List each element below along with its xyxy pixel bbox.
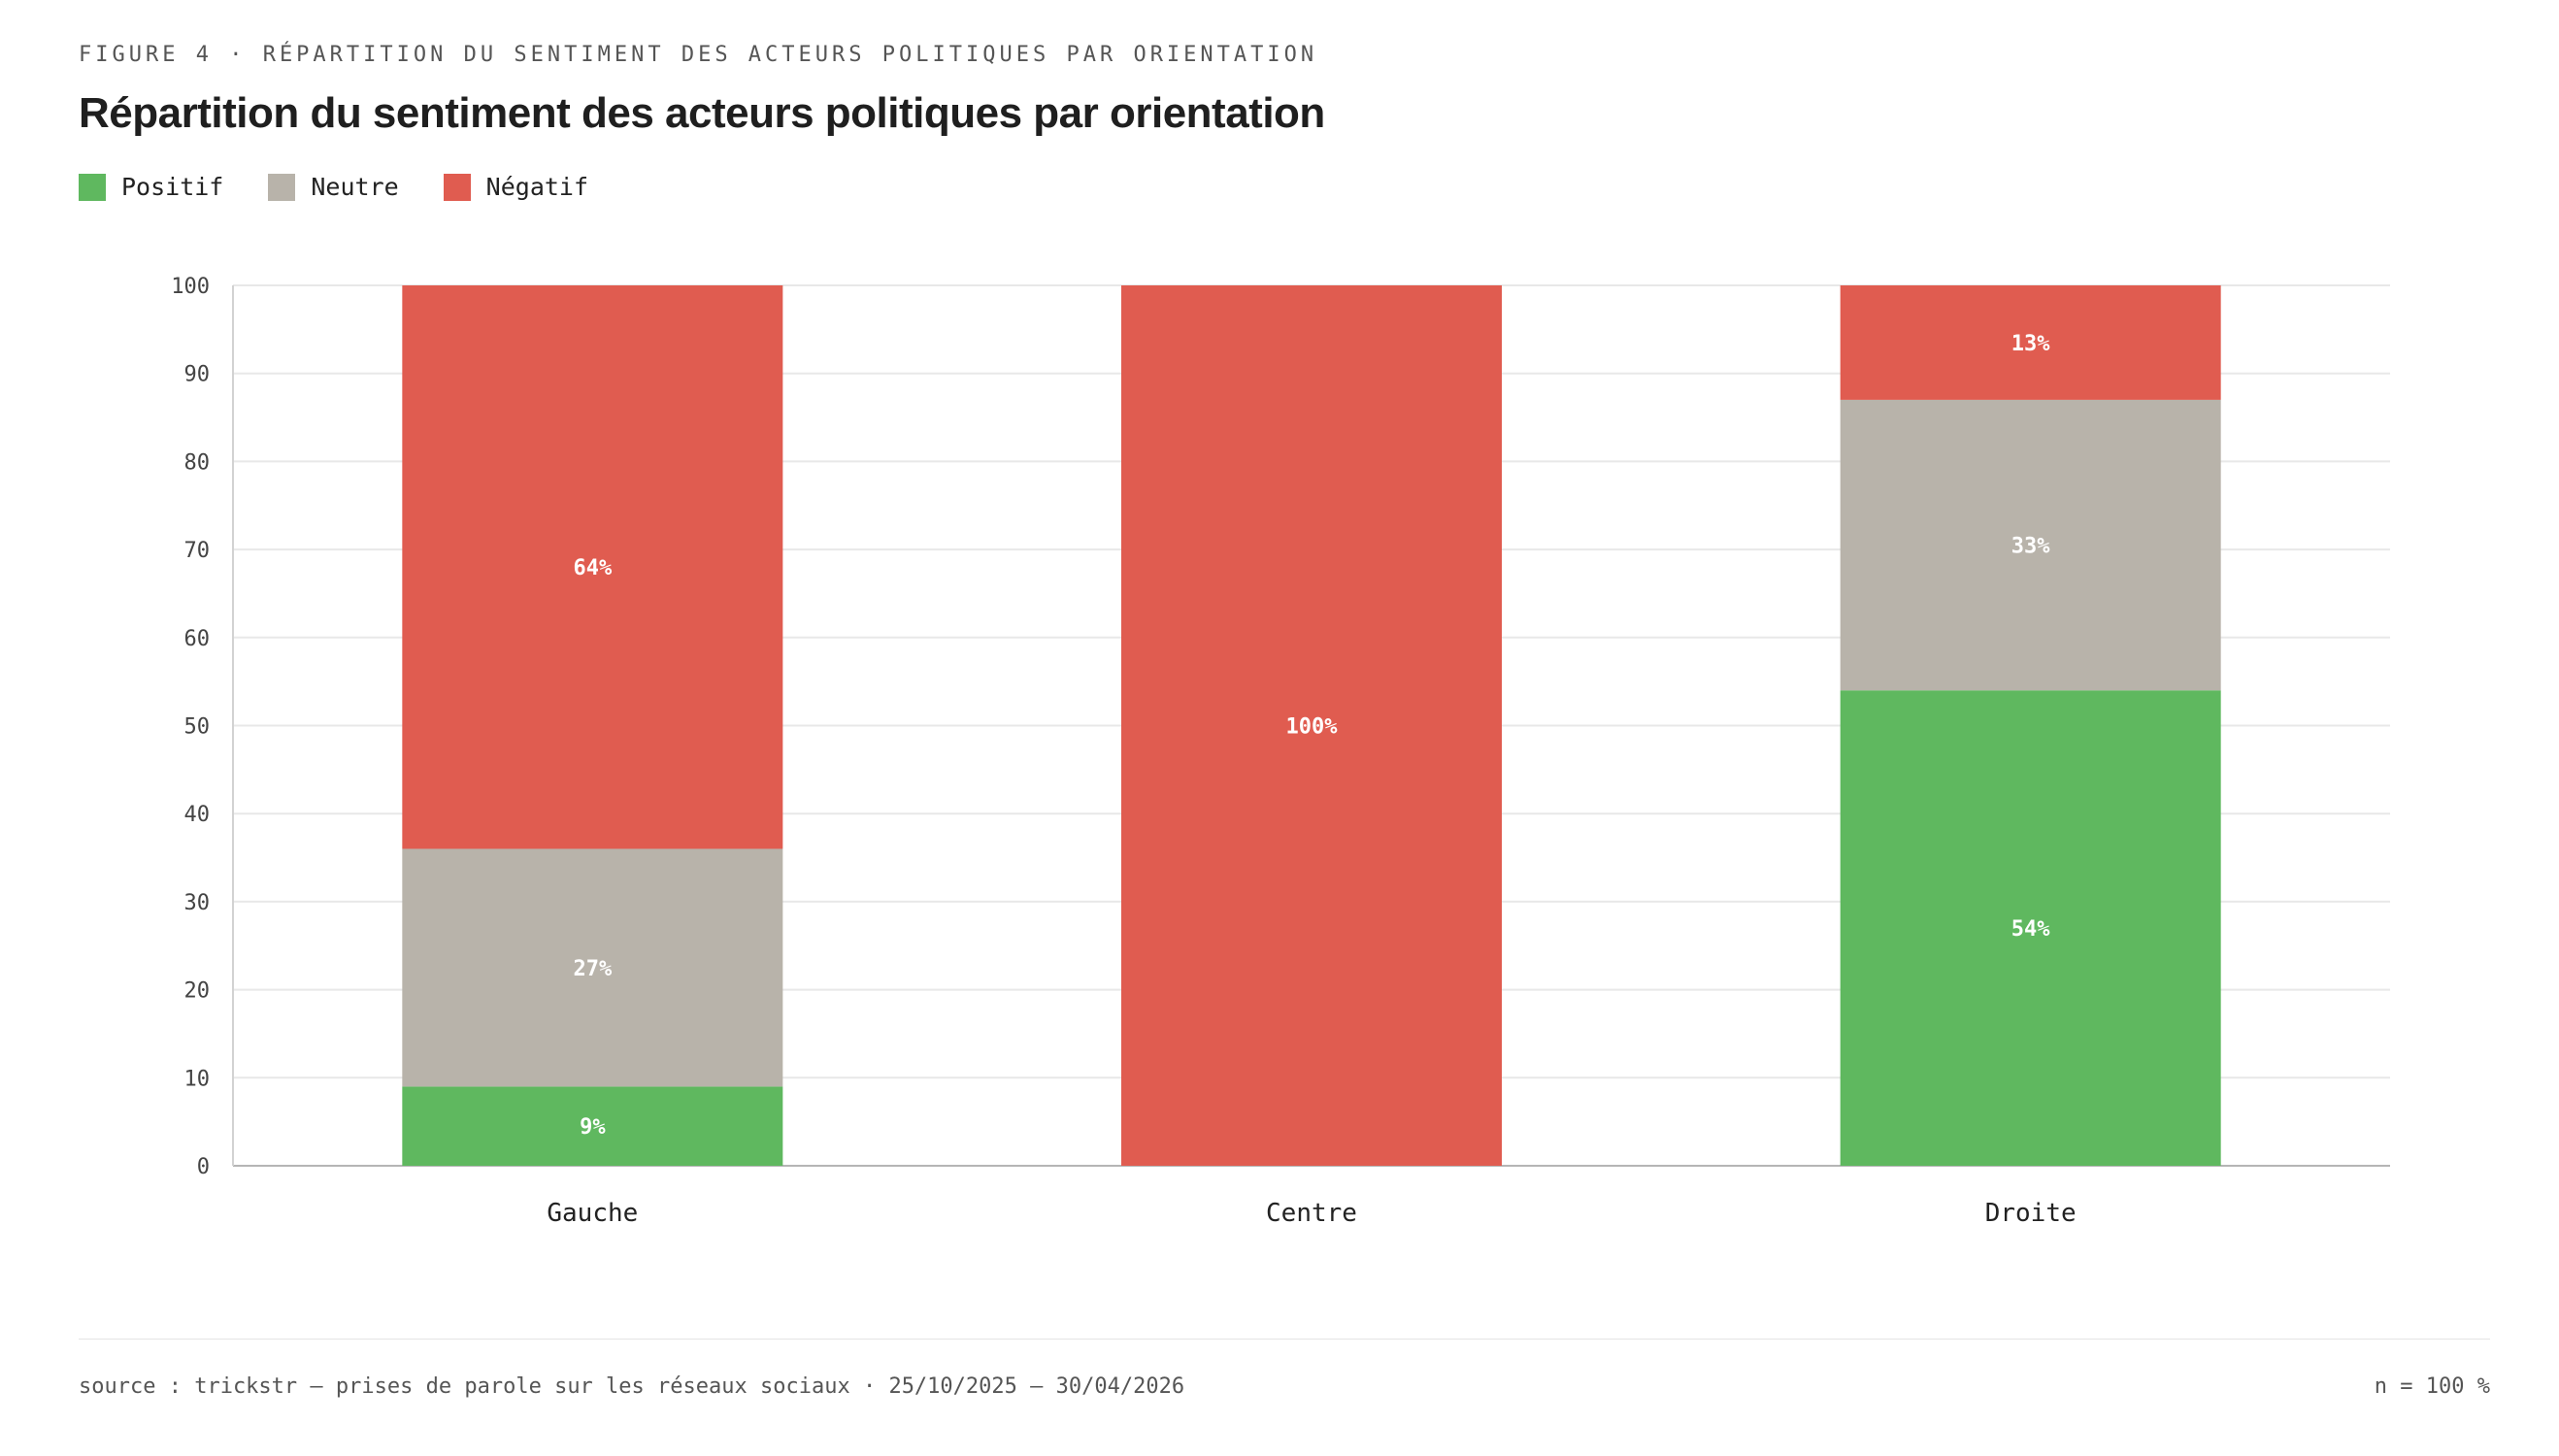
bar-segment-droite-positif — [1840, 690, 2221, 1166]
bar-segment-droite-neutre — [1840, 399, 2221, 691]
legend-swatch-positif — [79, 173, 106, 201]
y-tick-label-20: 20 — [184, 979, 211, 1004]
bar-segment-gauche-neutre — [402, 848, 783, 1087]
y-tick-label-60: 60 — [184, 627, 211, 651]
legend-swatch-neutre — [268, 173, 296, 201]
legend-label-positif: Positif — [121, 173, 224, 201]
data-label-gauche-negatif: 64% — [573, 556, 612, 580]
y-tick-label-100: 100 — [171, 275, 210, 299]
y-tick-label-10: 10 — [184, 1067, 211, 1091]
x-tick-label-droite: Droite — [1985, 1199, 2077, 1228]
legend-item-positif: Positif — [79, 173, 223, 201]
legend-label-neutre: Neutre — [311, 173, 399, 201]
data-label-droite-positif: 54% — [2011, 917, 2050, 942]
source-note: source : trickstr — prises de parole sur… — [79, 1374, 1185, 1399]
data-label-droite-negatif: 13% — [2011, 332, 2050, 356]
y-tick-label-50: 50 — [184, 715, 211, 740]
y-tick-label-0: 0 — [197, 1155, 210, 1179]
data-label-centre-negatif: 100% — [1286, 715, 1339, 740]
x-tick-label-centre: Centre — [1266, 1199, 1357, 1228]
bar-segment-gauche-positif — [402, 1086, 783, 1166]
figure-kicker: FIGURE 4 · RÉPARTITION DU SENTIMENT DES … — [79, 43, 1318, 67]
y-tick-label-80: 80 — [184, 450, 211, 475]
y-tick-label-40: 40 — [184, 803, 211, 827]
legend-label-negatif: Négatif — [485, 173, 589, 201]
data-label-gauche-neutre: 27% — [573, 957, 612, 981]
y-tick-label-90: 90 — [184, 363, 211, 387]
data-label-droite-neutre: 33% — [2011, 535, 2050, 559]
sample-note: n = 100 % — [2374, 1374, 2490, 1399]
legend-swatch-negatif — [443, 173, 471, 201]
data-label-gauche-positif: 9% — [580, 1115, 606, 1140]
chart-title: Répartition du sentiment des acteurs pol… — [79, 89, 1325, 137]
y-tick-label-30: 30 — [184, 891, 211, 915]
bar-segment-gauche-negatif — [402, 285, 783, 849]
y-tick-label-70: 70 — [184, 539, 211, 563]
legend-item-neutre: Neutre — [268, 173, 399, 201]
bar-segment-droite-negatif — [1840, 285, 2221, 400]
bar-segment-centre-negatif — [1121, 285, 1502, 1166]
chart-legend: Positif Neutre Négatif — [79, 173, 633, 201]
legend-item-negatif: Négatif — [443, 173, 589, 201]
x-tick-label-gauche: Gauche — [547, 1199, 638, 1228]
stacked-bar-chart: 0 10 20 30 40 50 60 70 80 90 100 9% 27% 64% Gauche 100%… — [171, 275, 2390, 1228]
footer-divider — [79, 1339, 2490, 1340]
